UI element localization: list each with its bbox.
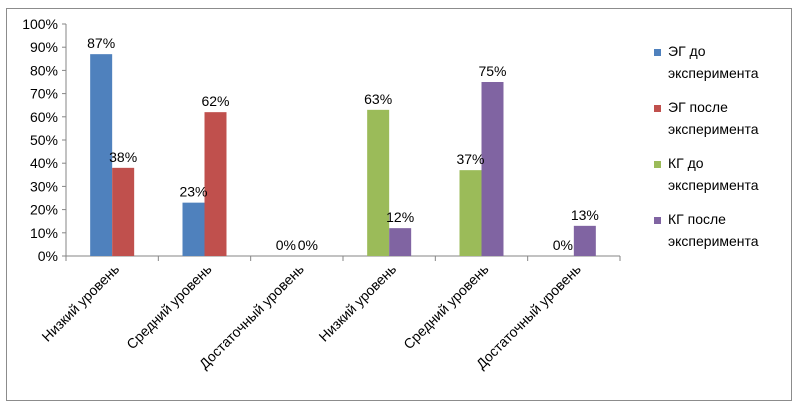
data-label: 38%	[109, 149, 137, 165]
legend: ЭГ до эксперимента ЭГ после эксперимента КГ …	[654, 43, 759, 249]
data-label: 12%	[386, 209, 414, 225]
bars	[90, 54, 596, 256]
legend-swatch	[654, 217, 661, 224]
data-label: 13%	[571, 207, 599, 223]
bar	[204, 112, 227, 256]
legend-swatch	[654, 161, 661, 168]
data-label: 37%	[456, 151, 484, 167]
legend-label: ЭГ до эксперимента	[668, 43, 759, 81]
legend-label: КГ до эксперимента	[668, 155, 759, 193]
y-tick-label: 40%	[30, 155, 58, 171]
data-label: 0%	[298, 237, 318, 253]
y-tick-label: 90%	[30, 39, 58, 55]
y-tick-label: 20%	[30, 202, 58, 218]
y-tick-label: 60%	[30, 109, 58, 125]
legend-swatch	[654, 105, 661, 112]
y-tick-label: 0%	[38, 248, 58, 264]
y-tick-label: 100%	[22, 16, 58, 32]
data-label: 0%	[276, 237, 296, 253]
data-label: 0%	[553, 237, 573, 253]
bar	[573, 225, 596, 256]
y-tick-label: 70%	[30, 86, 58, 102]
bar	[90, 54, 113, 256]
legend-swatch	[654, 49, 661, 56]
bar	[182, 202, 205, 256]
chart-border	[6, 8, 792, 401]
bar	[112, 167, 135, 256]
data-label: 75%	[478, 63, 506, 79]
bar	[459, 170, 482, 256]
data-label: 62%	[201, 93, 229, 109]
data-label: 87%	[87, 35, 115, 51]
y-tick-label: 50%	[30, 132, 58, 148]
legend-label: ЭГ после эксперимента	[668, 99, 759, 137]
y-tick-label: 80%	[30, 62, 58, 78]
legend-label: КГ после эксперимента	[668, 211, 759, 249]
y-tick-label: 30%	[30, 178, 58, 194]
data-labels: 87%38%23%62%0% 0%63%12%37%75%0%13%	[87, 35, 599, 253]
data-label: 23%	[179, 184, 207, 200]
bar	[367, 109, 390, 256]
y-axis-ticks: 0% 10% 20% 30% 40% 50% 60% 70% 80% 90% 100%	[22, 16, 66, 264]
bar	[389, 228, 412, 256]
y-tick-label: 10%	[30, 225, 58, 241]
bar	[481, 82, 504, 256]
data-label: 63%	[364, 91, 392, 107]
